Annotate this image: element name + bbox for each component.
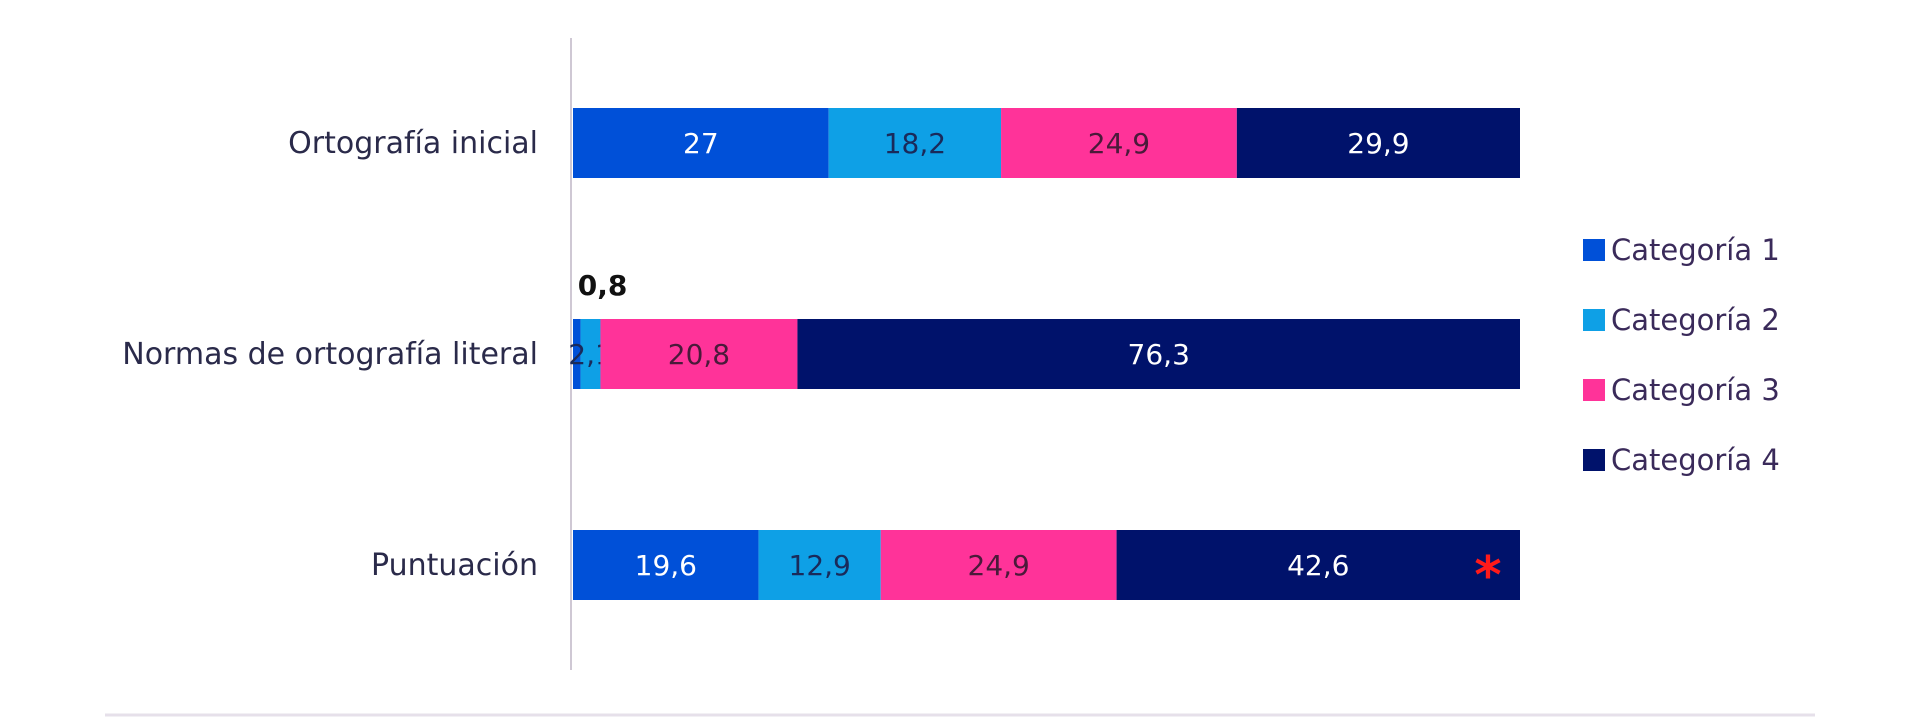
bar-segment: [1116, 530, 1520, 600]
bar-segment: [573, 319, 581, 389]
category-label: Ortografía inicial: [288, 126, 538, 161]
bar-segment: [600, 319, 798, 389]
data-label: 24,9: [968, 549, 1030, 582]
data-label: 76,3: [1128, 338, 1190, 371]
chart-bars: 27 18,2 24,9 29,90,82,1 20,8 76,319,6 12,9 24,9…: [568, 108, 1520, 606]
asterisk-annotation: *: [1474, 546, 1501, 606]
data-label: 18,2: [884, 127, 946, 160]
bar-segment: [880, 530, 1117, 600]
bar-segment: [1001, 108, 1237, 178]
category-label: Normas de ortografía literal: [122, 337, 538, 372]
bar-segment: [580, 319, 601, 389]
data-label: 42,6: [1287, 549, 1349, 582]
legend-swatch: [1583, 309, 1605, 331]
legend-swatch: [1583, 239, 1605, 261]
legend-swatch: [1583, 379, 1605, 401]
bar-segment: [573, 108, 829, 178]
bar-segment: [758, 530, 881, 600]
legend-label: Categoría 2: [1611, 303, 1780, 337]
data-label: 27: [683, 127, 719, 160]
data-label: 24,9: [1088, 127, 1150, 160]
data-label: 19,6: [635, 549, 697, 582]
legend-label: Categoría 3: [1611, 373, 1780, 407]
bar-segment: [828, 108, 1002, 178]
legend-label: Categoría 1: [1611, 233, 1780, 267]
bar-segment: [797, 319, 1520, 389]
legend-label: Categoría 4: [1611, 443, 1780, 477]
data-label: 20,8: [668, 338, 730, 371]
data-label: 12,9: [789, 549, 851, 582]
bar-segment: [573, 530, 759, 600]
legend-swatch: [1583, 449, 1605, 471]
data-label-outside: 0,8: [578, 269, 628, 302]
bar-segment: [1236, 108, 1520, 178]
category-label: Puntuación: [371, 548, 538, 583]
chart-legend: Categoría 1 Categoría 2 Categoría 3 Categor…: [1583, 233, 1780, 477]
chart-axes: [105, 38, 1815, 717]
data-label: 29,9: [1347, 127, 1409, 160]
category-labels: Ortografía inicial Normas de ortografía l…: [122, 126, 538, 583]
